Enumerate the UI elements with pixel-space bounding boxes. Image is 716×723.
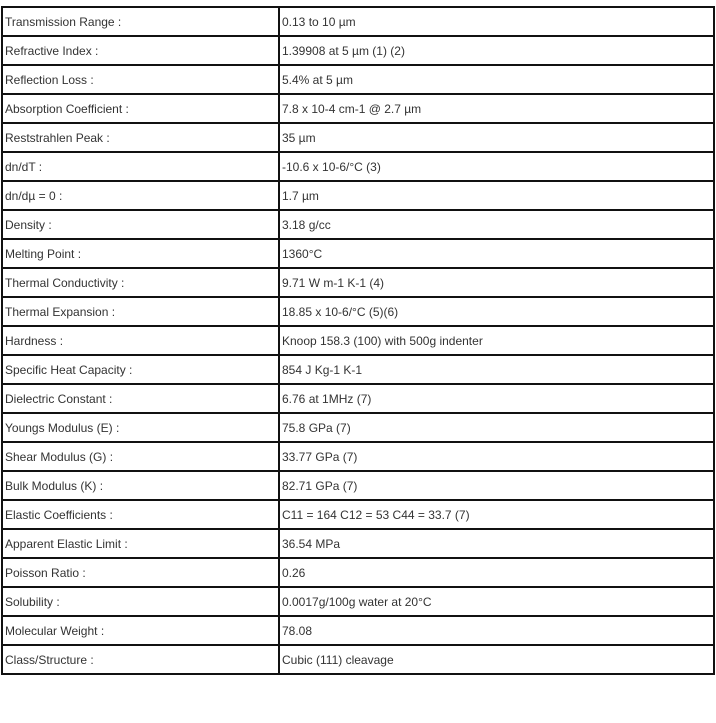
property-value: 1.39908 at 5 µm (1) (2)	[278, 35, 715, 66]
property-label: dn/dT :	[1, 151, 280, 182]
table-row: Hardness : Knoop 158.3 (100) with 500g in…	[1, 325, 715, 356]
table-row: Youngs Modulus (E) :75.8 GPa (7)	[1, 412, 715, 443]
property-label: Reststrahlen Peak :	[1, 122, 280, 153]
property-value: 3.18 g/cc	[278, 209, 715, 240]
property-label: Melting Point :	[1, 238, 280, 269]
properties-table-body: Transmission Range :0.13 to 10 µm Refract…	[1, 6, 715, 675]
property-label: Absorption Coefficient :	[1, 93, 280, 124]
property-value: 854 J Kg-1 K-1	[278, 354, 715, 385]
property-label: Class/Structure :	[1, 644, 280, 675]
property-label: Thermal Expansion :	[1, 296, 280, 327]
table-row: Absorption Coefficient :7.8 x 10-4 cm-1 …	[1, 93, 715, 124]
table-row: Density :3.18 g/cc	[1, 209, 715, 240]
property-label: Molecular Weight :	[1, 615, 280, 646]
table-row: Class/Structure : Cubic (111) cleavage	[1, 644, 715, 675]
table-row: Molecular Weight :78.08	[1, 615, 715, 646]
property-value: 9.71 W m-1 K-1 (4)	[278, 267, 715, 298]
table-row: Elastic Coefficients : C11 = 164 C12 = 53…	[1, 499, 715, 530]
property-value: 18.85 x 10-6/°C (5)(6)	[278, 296, 715, 327]
property-value: 0.13 to 10 µm	[278, 6, 715, 37]
table-row: Dielectric Constant :6.76 at 1MHz (7)	[1, 383, 715, 414]
property-label: Transmission Range :	[1, 6, 280, 37]
table-row: Bulk Modulus (K) :82.71 GPa (7)	[1, 470, 715, 501]
table-row: Solubility :0.0017g/100g water at 20°C	[1, 586, 715, 617]
property-value: 0.0017g/100g water at 20°C	[278, 586, 715, 617]
property-value: 75.8 GPa (7)	[278, 412, 715, 443]
property-label: Apparent Elastic Limit :	[1, 528, 280, 559]
property-label: Youngs Modulus (E) :	[1, 412, 280, 443]
table-row: Thermal Expansion :18.85 x 10-6/°C (5)(6…	[1, 296, 715, 327]
property-label: Reflection Loss :	[1, 64, 280, 95]
property-label: Poisson Ratio :	[1, 557, 280, 588]
properties-table: Transmission Range :0.13 to 10 µm Refract…	[1, 6, 715, 675]
property-value: Knoop 158.3 (100) with 500g indenter	[278, 325, 715, 356]
property-value: 7.8 x 10-4 cm-1 @ 2.7 µm	[278, 93, 715, 124]
property-value: 6.76 at 1MHz (7)	[278, 383, 715, 414]
property-value: 1.7 µm	[278, 180, 715, 211]
property-value: Cubic (111) cleavage	[278, 644, 715, 675]
table-row: Reststrahlen Peak :35 µm	[1, 122, 715, 153]
property-value: -10.6 x 10-6/°C (3)	[278, 151, 715, 182]
property-label: Refractive Index :	[1, 35, 280, 66]
property-value: 82.71 GPa (7)	[278, 470, 715, 501]
property-value: 78.08	[278, 615, 715, 646]
table-row: Shear Modulus (G) :33.77 GPa (7)	[1, 441, 715, 472]
table-row: Specific Heat Capacity :854 J Kg-1 K-1	[1, 354, 715, 385]
table-row: Transmission Range :0.13 to 10 µm	[1, 6, 715, 37]
property-label: Elastic Coefficients :	[1, 499, 280, 530]
table-row: dn/dT : -10.6 x 10-6/°C (3)	[1, 151, 715, 182]
property-value: 5.4% at 5 µm	[278, 64, 715, 95]
property-label: Thermal Conductivity :	[1, 267, 280, 298]
table-row: Reflection Loss :5.4% at 5 µm	[1, 64, 715, 95]
property-value: 1360°C	[278, 238, 715, 269]
table-row: Thermal Conductivity :9.71 W m-1 K-1 (4)	[1, 267, 715, 298]
property-label: Solubility :	[1, 586, 280, 617]
property-label: Bulk Modulus (K) :	[1, 470, 280, 501]
table-row: Melting Point :1360°C	[1, 238, 715, 269]
table-row: Poisson Ratio :0.26	[1, 557, 715, 588]
property-value: C11 = 164 C12 = 53 C44 = 33.7 (7)	[278, 499, 715, 530]
property-label: Density :	[1, 209, 280, 240]
table-row: Refractive Index :1.39908 at 5 µm (1) (2…	[1, 35, 715, 66]
table-row: dn/dµ = 0 :1.7 µm	[1, 180, 715, 211]
property-value: 33.77 GPa (7)	[278, 441, 715, 472]
property-label: Dielectric Constant :	[1, 383, 280, 414]
property-label: dn/dµ = 0 :	[1, 180, 280, 211]
property-value: 0.26	[278, 557, 715, 588]
property-value: 36.54 MPa	[278, 528, 715, 559]
property-label: Hardness :	[1, 325, 280, 356]
property-label: Specific Heat Capacity :	[1, 354, 280, 385]
property-value: 35 µm	[278, 122, 715, 153]
property-label: Shear Modulus (G) :	[1, 441, 280, 472]
table-row: Apparent Elastic Limit :36.54 MPa	[1, 528, 715, 559]
